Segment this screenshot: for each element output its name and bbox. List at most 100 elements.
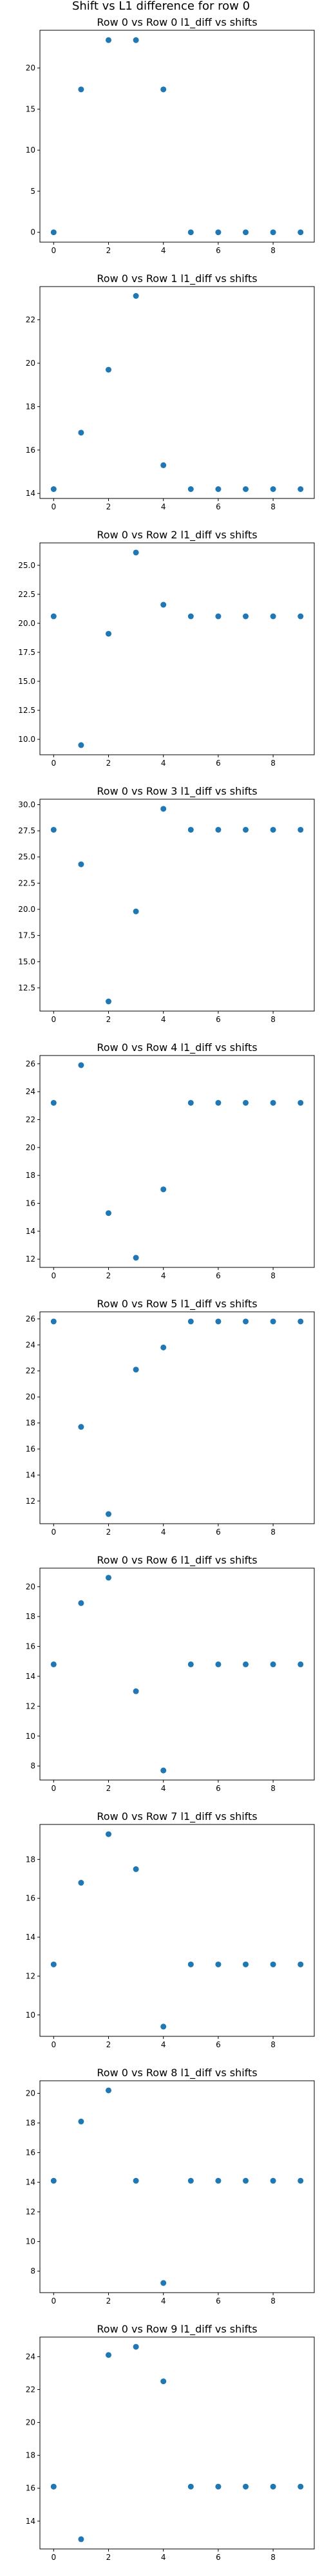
data-point (243, 2177, 249, 2184)
x-tick-label: 6 (216, 1784, 221, 1793)
data-point (133, 2177, 139, 2184)
y-tick-label: 20 (26, 359, 35, 368)
data-point (160, 462, 167, 468)
data-point (160, 2378, 167, 2385)
data-point (243, 1661, 249, 1667)
subplot-3: Row 0 vs Row 3 l1_diff vs shifts 0 2 4 6 8 12.… (18, 785, 315, 1024)
data-point (187, 826, 194, 833)
data-point (215, 1961, 222, 1967)
y-tick-label: 22.5 (18, 590, 35, 599)
y-tick-label: 20 (26, 2089, 35, 2098)
data-point (270, 1661, 276, 1667)
data-point (298, 1961, 304, 1967)
data-point (187, 2177, 194, 2184)
x-tick-label: 8 (270, 1271, 276, 1280)
x-tick-label: 8 (270, 2040, 276, 2049)
y-tick-label: 17.5 (18, 931, 35, 940)
x-tick-label: 4 (161, 1271, 166, 1280)
data-point (298, 2483, 304, 2490)
y-tick-label: 12 (26, 1701, 35, 1710)
axes-frame (39, 1824, 315, 2037)
data-point (215, 613, 222, 620)
y-tick-label: 14 (26, 2178, 35, 2187)
y-tick-label: 22 (26, 2385, 35, 2394)
data-point (160, 2280, 167, 2286)
data-point (270, 1099, 276, 1106)
data-point (270, 486, 276, 493)
y-tick-label: 18 (26, 1419, 35, 1428)
data-point (270, 1961, 276, 1967)
data-point (133, 1688, 139, 1694)
axes-frame (39, 1055, 315, 1268)
data-point (243, 1099, 249, 1106)
y-tick-label: 5 (30, 187, 35, 196)
x-tick-label: 2 (106, 759, 111, 768)
data-point (78, 1600, 84, 1606)
y-tick-label: 10 (26, 146, 35, 155)
y-tick-label: 25.0 (18, 853, 35, 862)
axes-frame (39, 1311, 315, 1524)
y-tick-label: 22 (26, 1115, 35, 1124)
y-tick-label: 26 (26, 1314, 35, 1323)
data-point (215, 229, 222, 236)
y-tick-label: 20.0 (18, 905, 35, 914)
axes-frame (39, 2080, 315, 2293)
y-tick-label: 15 (26, 104, 35, 113)
x-tick-label: 4 (161, 246, 166, 255)
data-point (50, 2483, 57, 2490)
y-tick-label: 27.5 (18, 826, 35, 835)
x-tick-label: 2 (106, 502, 111, 511)
x-tick-label: 4 (161, 2553, 166, 2562)
y-tick-label: 18 (26, 1612, 35, 1621)
data-point (187, 613, 194, 620)
y-tick-label: 20 (26, 1582, 35, 1591)
x-tick-label: 0 (51, 759, 56, 768)
y-tick-label: 20 (26, 2418, 35, 2427)
subplot-title: Row 0 vs Row 6 l1_diff vs shifts (97, 1554, 257, 1567)
y-tick-label: 15.0 (18, 677, 35, 686)
y-tick-label: 14 (26, 1672, 35, 1681)
data-point (187, 486, 194, 493)
subplot-0: Row 0 vs Row 0 l1_diff vs shifts 0 2 4 6 8 0 5 1… (26, 16, 315, 255)
y-tick-label: 14 (26, 489, 35, 498)
axes-frame (39, 799, 315, 1012)
data-point (106, 37, 111, 43)
y-tick-label: 10 (26, 1732, 35, 1741)
data-point (187, 1661, 194, 1667)
data-point (298, 486, 304, 493)
data-point (160, 806, 167, 812)
axes-frame (39, 286, 315, 499)
subplot-title: Row 0 vs Row 8 l1_diff vs shifts (97, 2067, 257, 2079)
data-point (78, 2536, 84, 2543)
data-point (187, 1318, 194, 1325)
y-tick-label: 20 (26, 1143, 35, 1152)
x-tick-label: 0 (51, 1528, 56, 1537)
data-point (106, 1575, 111, 1581)
y-tick-label: 12 (26, 1255, 35, 1264)
x-tick-label: 6 (216, 1015, 221, 1024)
subplot-title: Row 0 vs Row 3 l1_diff vs shifts (97, 785, 257, 798)
data-point (133, 1255, 139, 1261)
axes-frame (39, 1567, 315, 1781)
y-tick-label: 20.0 (18, 619, 35, 628)
y-tick-label: 24 (26, 2352, 35, 2361)
data-point (50, 1099, 57, 1106)
data-point (243, 486, 249, 493)
data-point (215, 1318, 222, 1325)
axes-frame (39, 30, 315, 243)
y-tick-label: 18 (26, 402, 35, 411)
y-tick-label: 18 (26, 2451, 35, 2460)
data-point (50, 613, 57, 620)
data-point (106, 1831, 111, 1837)
subplot-title: Row 0 vs Row 9 l1_diff vs shifts (97, 2323, 257, 2336)
data-point (243, 1961, 249, 1967)
data-point (133, 2344, 139, 2350)
data-point (50, 1318, 57, 1325)
y-tick-label: 22.5 (18, 878, 35, 887)
y-tick-label: 30.0 (18, 800, 35, 809)
data-point (50, 486, 57, 493)
y-tick-label: 10.0 (18, 735, 35, 744)
